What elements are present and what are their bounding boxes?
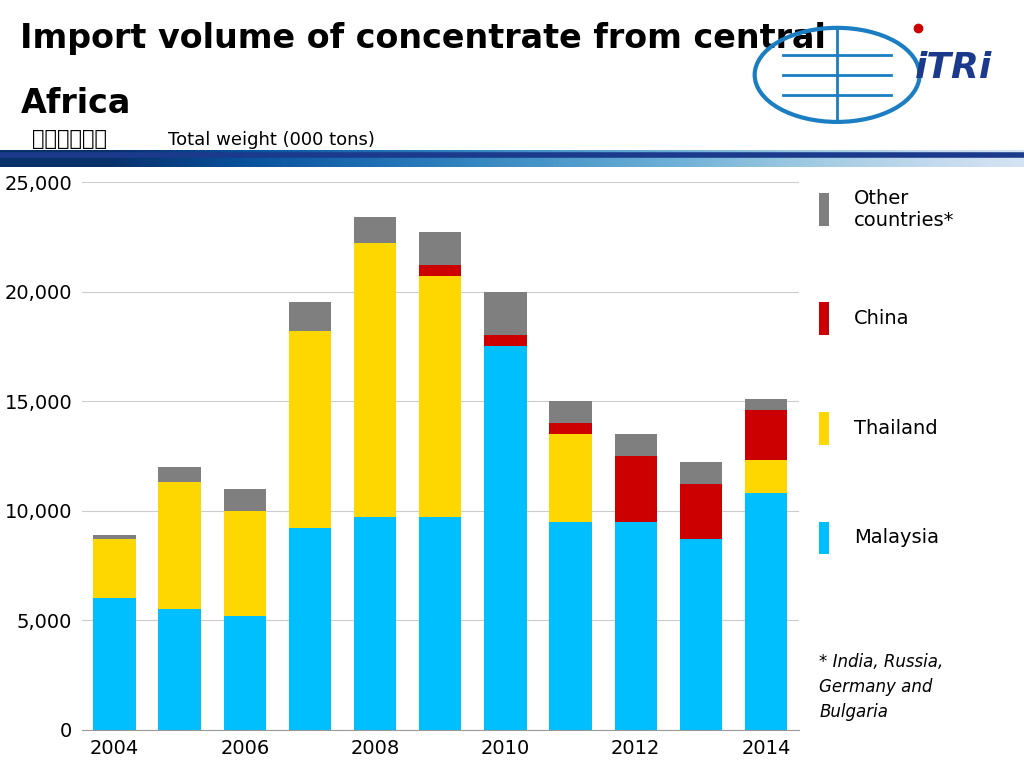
Text: iTRi: iTRi bbox=[914, 51, 992, 85]
Bar bbox=[93, 539, 135, 598]
Bar bbox=[680, 539, 722, 730]
Bar bbox=[745, 410, 787, 460]
Bar bbox=[419, 265, 462, 276]
Bar bbox=[550, 521, 592, 730]
Bar bbox=[419, 233, 462, 265]
Text: Africa: Africa bbox=[20, 87, 131, 120]
Bar bbox=[354, 217, 396, 243]
Text: Malaysia: Malaysia bbox=[854, 528, 939, 548]
Bar bbox=[680, 485, 722, 539]
Bar bbox=[419, 517, 462, 730]
Bar bbox=[550, 434, 592, 521]
Text: 总重（千吨）: 总重（千吨） bbox=[32, 129, 106, 149]
Text: China: China bbox=[854, 310, 909, 329]
Bar bbox=[614, 434, 657, 456]
Bar bbox=[745, 399, 787, 410]
Bar bbox=[223, 488, 266, 511]
Bar bbox=[289, 303, 331, 331]
Bar bbox=[159, 609, 201, 730]
Bar bbox=[614, 456, 657, 521]
Bar bbox=[819, 521, 829, 554]
Bar bbox=[93, 598, 135, 730]
Bar bbox=[223, 511, 266, 616]
Bar bbox=[289, 528, 331, 730]
Text: Total weight (000 tons): Total weight (000 tons) bbox=[168, 131, 375, 149]
Bar bbox=[484, 292, 526, 336]
Bar bbox=[745, 493, 787, 730]
Bar bbox=[819, 412, 829, 445]
Bar bbox=[223, 616, 266, 730]
Bar bbox=[484, 346, 526, 730]
Text: * India, Russia,
Germany and
Bulgaria: * India, Russia, Germany and Bulgaria bbox=[819, 653, 943, 721]
Bar bbox=[680, 462, 722, 485]
Bar bbox=[550, 401, 592, 423]
Text: Thailand: Thailand bbox=[854, 419, 938, 438]
Bar bbox=[354, 517, 396, 730]
Bar bbox=[93, 535, 135, 539]
Bar bbox=[354, 243, 396, 517]
Bar bbox=[745, 460, 787, 493]
Bar bbox=[484, 336, 526, 346]
Bar bbox=[159, 467, 201, 482]
Bar bbox=[289, 331, 331, 528]
Text: Other
countries*: Other countries* bbox=[854, 189, 954, 230]
Bar bbox=[550, 423, 592, 434]
Bar bbox=[614, 521, 657, 730]
Bar bbox=[819, 303, 829, 336]
Bar bbox=[819, 193, 829, 226]
Bar bbox=[159, 482, 201, 609]
Bar bbox=[419, 276, 462, 517]
Text: Import volume of concentrate from central: Import volume of concentrate from centra… bbox=[20, 22, 826, 55]
